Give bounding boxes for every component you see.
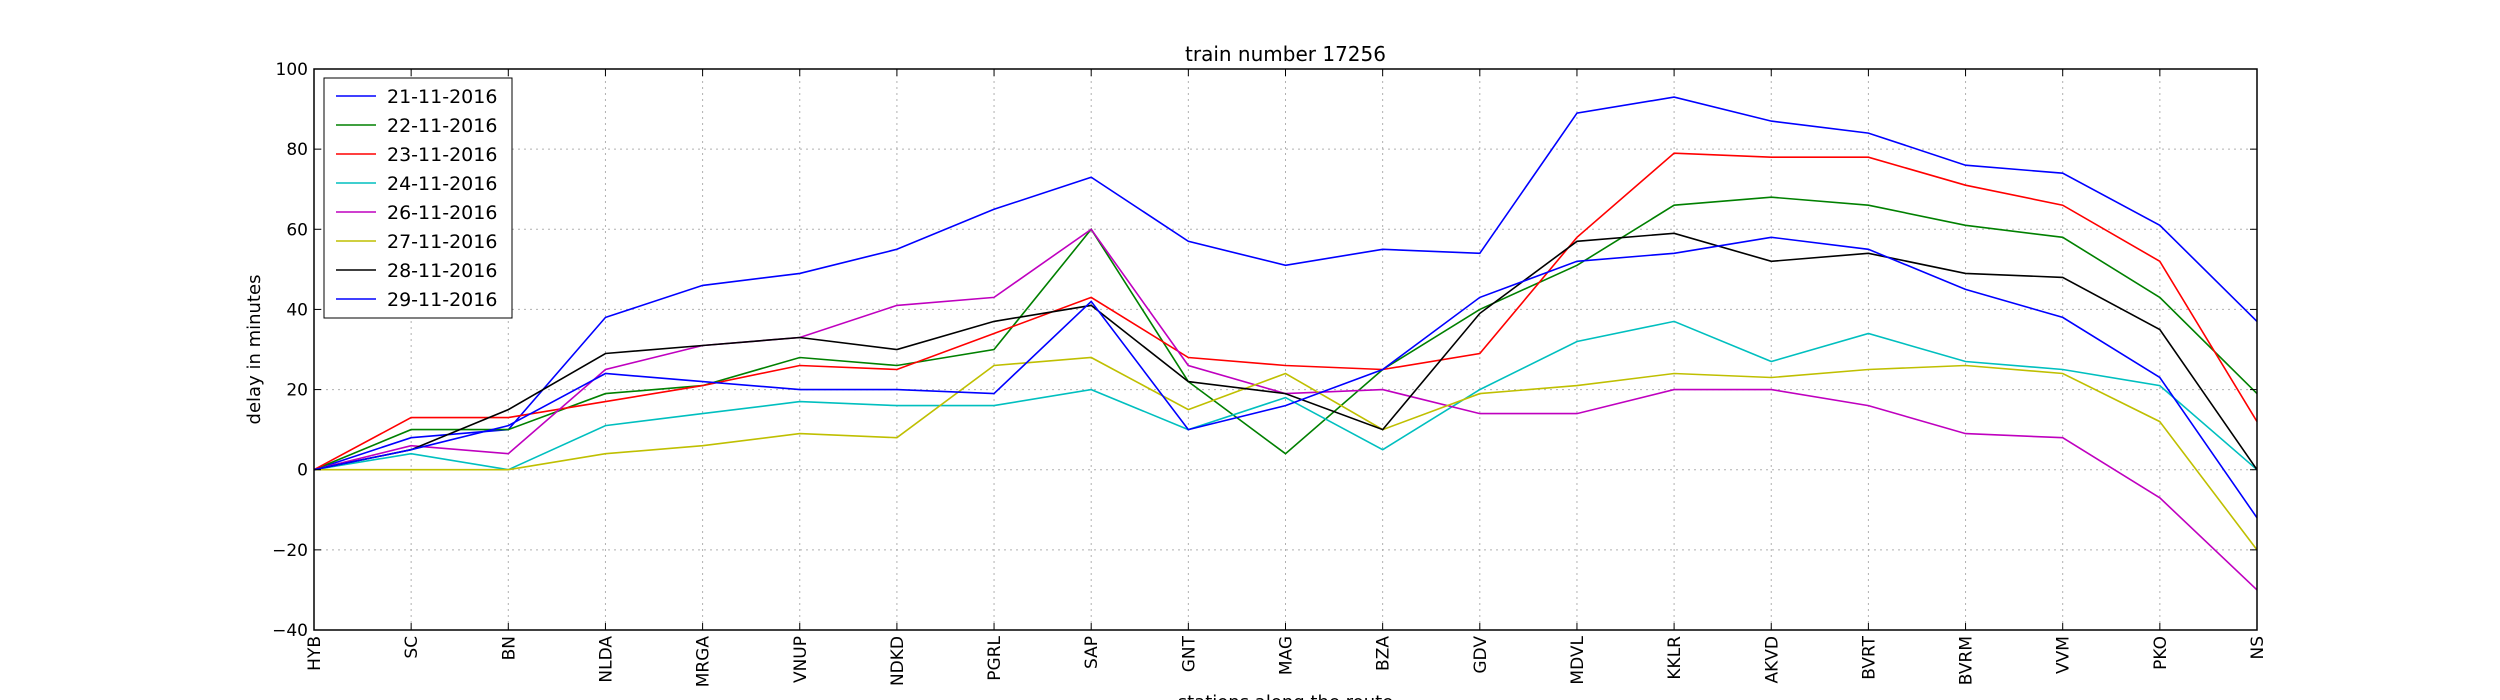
y-tick-label: 60 bbox=[286, 220, 308, 240]
x-tick-label: HYB bbox=[305, 636, 325, 671]
legend-entry-label: 26-11-2016 bbox=[387, 202, 497, 224]
series-line-7 bbox=[313, 232, 2258, 471]
legend-entry-label: 24-11-2016 bbox=[387, 173, 497, 195]
x-tick-label: MAG bbox=[1277, 636, 1297, 675]
x-tick-label: BZA bbox=[1374, 636, 1394, 671]
x-tick-label: PKO bbox=[2151, 636, 2171, 670]
x-tick-label: GDV bbox=[1471, 636, 1491, 674]
x-tick-label: KKLR bbox=[1665, 636, 1685, 680]
x-tick-label: GNT bbox=[1179, 635, 1199, 672]
y-tick-label: 0 bbox=[297, 461, 308, 481]
legend-entry-label: 27-11-2016 bbox=[387, 231, 497, 253]
x-tick-label: MRGA bbox=[694, 636, 714, 688]
x-tick-label: MDVL bbox=[1568, 635, 1588, 684]
y-tick-label: 80 bbox=[286, 140, 308, 160]
x-tick-label: PGRL bbox=[985, 635, 1005, 680]
y-tick-label: 20 bbox=[286, 381, 308, 401]
y-axis-label: delay in minutes bbox=[244, 275, 265, 425]
x-tick-label: BVRT bbox=[1859, 635, 1879, 679]
series-line-1 bbox=[313, 96, 2258, 471]
series-lines bbox=[313, 96, 2258, 591]
x-tick-label: VVM bbox=[2054, 636, 2074, 674]
x-tick-label: VNUP bbox=[791, 636, 811, 683]
y-tick-label: 100 bbox=[276, 60, 308, 80]
legend: 21-11-2016 22-11-2016 23-11-2016 24-11-2016… bbox=[323, 77, 513, 319]
x-tick-label: SC bbox=[402, 636, 422, 659]
legend-entry-label: 22-11-2016 bbox=[387, 115, 497, 137]
chart-title: train number 17256 bbox=[1185, 42, 1386, 66]
legend-box bbox=[323, 77, 513, 319]
x-axis-label: stations along the route bbox=[1178, 692, 1393, 700]
legend-entry-label: 29-11-2016 bbox=[387, 289, 497, 311]
x-tick-label: SAP bbox=[1082, 636, 1102, 669]
series-line-8 bbox=[313, 236, 2258, 519]
series-line-4 bbox=[313, 320, 2258, 471]
series-line-2 bbox=[313, 196, 2258, 471]
y-tick-label: 40 bbox=[286, 300, 308, 320]
y-axis-ticks: −40 −20 0 20 40 60 80 100 bbox=[272, 60, 2257, 641]
x-tick-label: AKVD bbox=[1762, 636, 1782, 684]
x-tick-label: NDKD bbox=[888, 636, 908, 686]
x-tick-label: BN bbox=[499, 636, 519, 660]
legend-entry-label: 28-11-2016 bbox=[387, 260, 497, 282]
series-line-6 bbox=[314, 356, 2258, 551]
x-axis-ticks: HYB SC BN NLDA MRGA VNUP NDKD PGRL SAP GNT MAG BZA G… bbox=[305, 69, 2268, 687]
series-line-5 bbox=[313, 228, 2258, 591]
y-tick-label: −40 bbox=[272, 621, 308, 641]
legend-entry-label: 23-11-2016 bbox=[387, 144, 497, 166]
x-tick-label: BVRM bbox=[1957, 636, 1977, 685]
series-line-3 bbox=[313, 152, 2258, 471]
x-tick-label: NS bbox=[2248, 636, 2268, 660]
legend-entry-label: 21-11-2016 bbox=[387, 86, 497, 108]
x-tick-label: NLDA bbox=[596, 636, 616, 683]
y-tick-label: −20 bbox=[272, 541, 308, 561]
grid bbox=[313, 68, 2258, 631]
